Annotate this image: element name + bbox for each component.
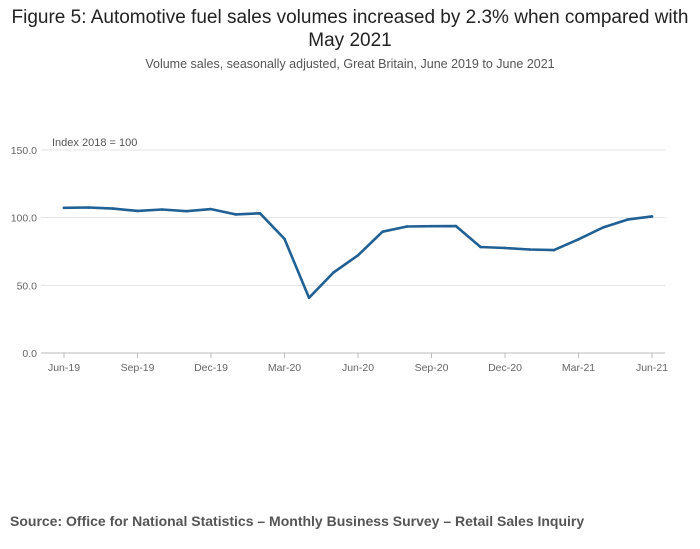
data-point bbox=[650, 215, 654, 218]
x-tick-label: Jun-20 bbox=[342, 362, 374, 374]
data-point bbox=[405, 225, 409, 228]
chart-subtitle: Volume sales, seasonally adjusted, Great… bbox=[145, 57, 555, 71]
data-point bbox=[503, 246, 507, 250]
data-point bbox=[87, 206, 90, 209]
data-point bbox=[601, 226, 605, 229]
y-tick-label: 100.0 bbox=[11, 213, 37, 225]
data-point bbox=[356, 253, 360, 257]
x-tick-label: Jun-21 bbox=[636, 362, 668, 374]
x-tick-label: Dec-19 bbox=[194, 362, 228, 374]
source-note: Source: Office for National Statistics –… bbox=[10, 513, 585, 529]
data-point bbox=[552, 248, 556, 252]
y-axis-label: Index 2018 = 100 bbox=[52, 137, 137, 149]
x-tick-label: Mar-20 bbox=[268, 362, 301, 374]
data-point bbox=[307, 296, 311, 300]
data-point bbox=[626, 218, 629, 221]
data-point bbox=[381, 230, 384, 234]
data-point bbox=[430, 224, 433, 228]
x-tick-label: Mar-21 bbox=[562, 362, 595, 374]
data-point bbox=[209, 207, 213, 211]
data-point bbox=[160, 208, 164, 211]
x-tick-label: Sep-19 bbox=[121, 362, 155, 374]
data-point bbox=[258, 212, 262, 215]
chart-title: Figure 5: Automotive fuel sales volumes … bbox=[11, 7, 689, 51]
data-point bbox=[136, 209, 139, 213]
data-point bbox=[454, 224, 458, 228]
x-tick-label: Jun-19 bbox=[48, 362, 80, 374]
data-point bbox=[111, 207, 115, 210]
series-line bbox=[62, 206, 654, 300]
data-point bbox=[479, 245, 482, 249]
data-point bbox=[234, 213, 237, 216]
y-tick-label: 0.0 bbox=[22, 348, 37, 360]
data-point bbox=[577, 238, 580, 241]
data-point bbox=[528, 248, 531, 251]
data-point bbox=[185, 209, 188, 213]
y-tick-label: 150.0 bbox=[11, 145, 37, 157]
y-tick-label: 50.0 bbox=[17, 280, 38, 292]
data-point bbox=[283, 237, 286, 241]
x-tick-label: Dec-20 bbox=[488, 362, 522, 374]
x-tick-label: Sep-20 bbox=[415, 362, 449, 374]
data-point bbox=[62, 206, 66, 210]
data-point bbox=[332, 271, 335, 274]
